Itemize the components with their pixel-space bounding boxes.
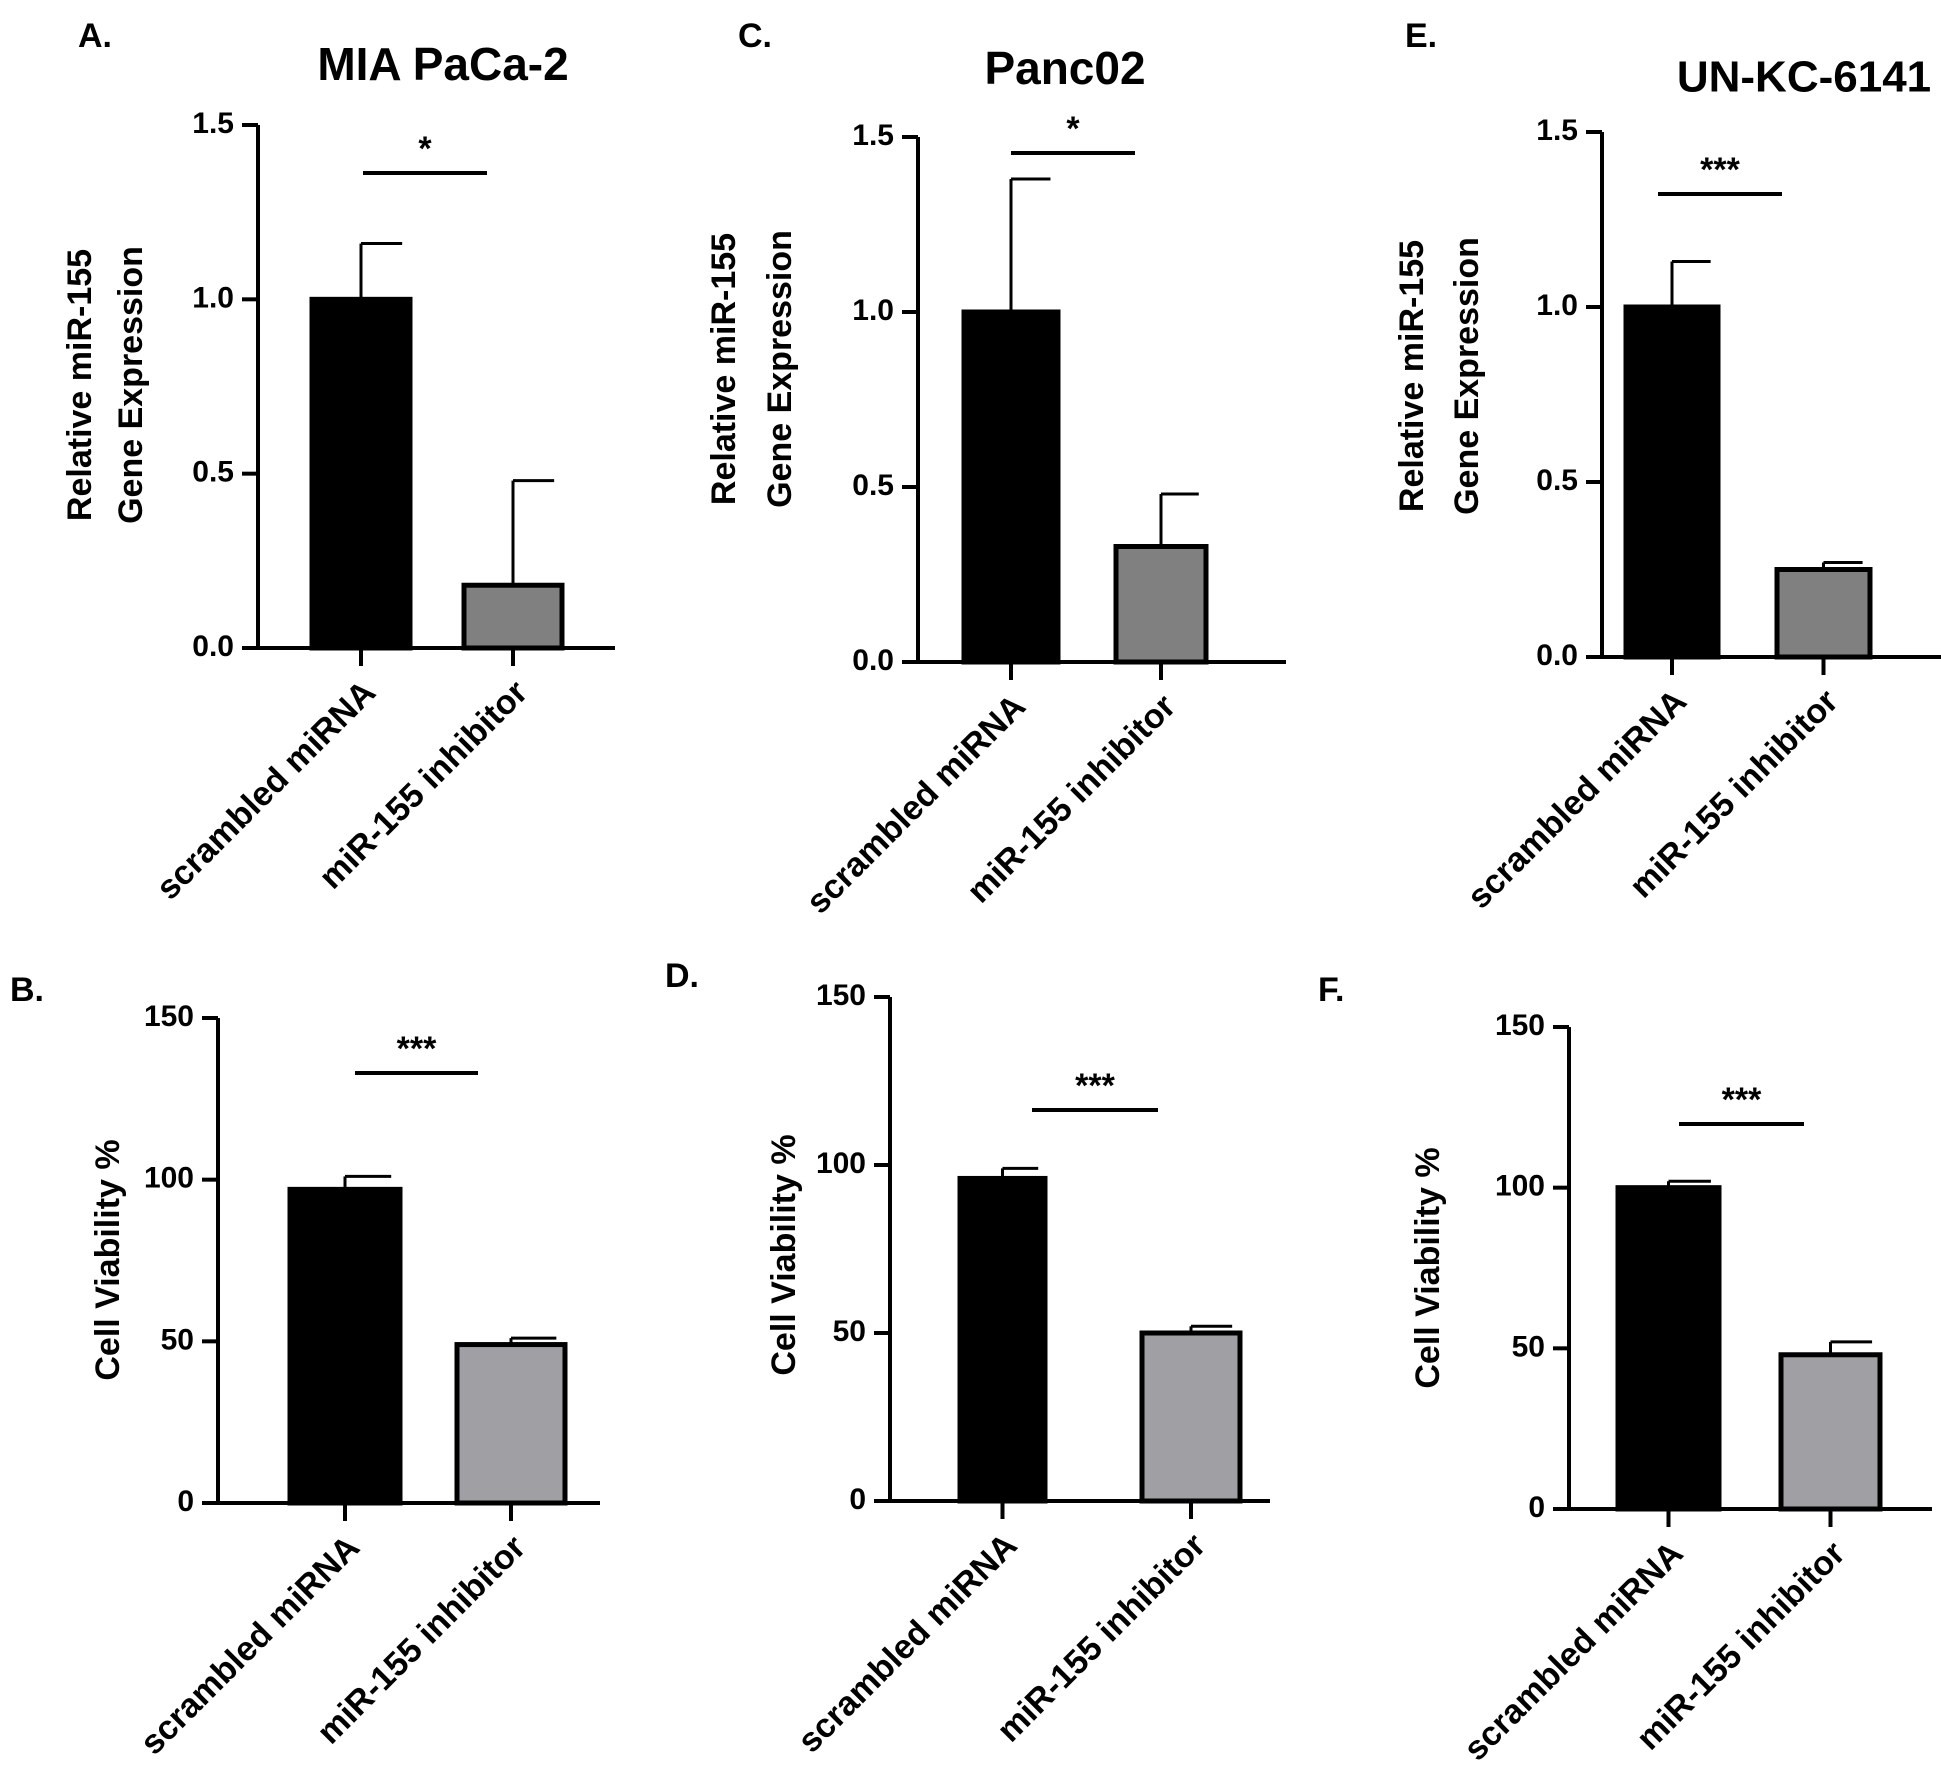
y-tick-label: 0.5 bbox=[192, 456, 234, 489]
y-tick-label: 150 bbox=[816, 979, 866, 1012]
y-tick-label: 0.0 bbox=[1536, 639, 1578, 672]
y-tick-label: 50 bbox=[161, 1323, 194, 1356]
bar-mir-155-inhibitor bbox=[461, 582, 565, 651]
y-tick-label: 150 bbox=[144, 1000, 194, 1033]
y-tick-label: 0 bbox=[849, 1483, 866, 1516]
y-tick-label: 0.0 bbox=[192, 630, 234, 663]
y-tick-label: 1.0 bbox=[1536, 289, 1578, 322]
bar-mir-155-inhibitor bbox=[1139, 1330, 1243, 1504]
panel-letter: C. bbox=[738, 17, 772, 55]
y-tick-label: 100 bbox=[1495, 1170, 1545, 1203]
bar-scrambled-mirna bbox=[957, 1175, 1048, 1504]
bar-mir-155-inhibitor bbox=[1113, 544, 1209, 665]
y-axis-title: Cell Viability % bbox=[89, 1139, 127, 1380]
panel-letter: E. bbox=[1405, 17, 1437, 55]
y-tick-label: 100 bbox=[144, 1162, 194, 1195]
significance-label: *** bbox=[1700, 151, 1740, 189]
chart-title: UN-KC-6141 bbox=[1677, 53, 1931, 102]
significance-label: *** bbox=[1722, 1081, 1762, 1119]
y-tick-label: 0.0 bbox=[852, 644, 894, 677]
chart-title: MIA PaCa-2 bbox=[317, 38, 568, 90]
y-tick-label: 0 bbox=[177, 1485, 194, 1518]
y-tick-label: 0.5 bbox=[1536, 464, 1578, 497]
panel-letter: F. bbox=[1318, 971, 1344, 1009]
bar-scrambled-mirna bbox=[309, 296, 413, 651]
panel-letter: A. bbox=[78, 17, 112, 55]
y-axis-title: Gene Expression bbox=[761, 230, 799, 508]
panel-letter: B. bbox=[10, 971, 44, 1009]
significance-label: * bbox=[418, 130, 432, 168]
y-tick-label: 0.5 bbox=[852, 469, 894, 502]
x-category-label: scrambled miRNA bbox=[791, 1526, 1025, 1760]
y-tick-label: 50 bbox=[1512, 1330, 1545, 1363]
y-tick-label: 150 bbox=[1495, 1009, 1545, 1042]
significance-label: * bbox=[1066, 110, 1080, 148]
bar-scrambled-mirna bbox=[1615, 1185, 1722, 1512]
bar-scrambled-mirna bbox=[961, 309, 1061, 665]
significance-label: *** bbox=[397, 1030, 437, 1068]
y-axis-title: Gene Expression bbox=[112, 246, 150, 524]
y-tick-label: 1.5 bbox=[852, 119, 894, 152]
y-axis-title: Relative miR-155 bbox=[1393, 240, 1431, 512]
x-category-label: miR-155 inhibitor bbox=[990, 1526, 1213, 1749]
y-tick-label: 0 bbox=[1528, 1491, 1545, 1524]
chart-title: Panc02 bbox=[984, 42, 1145, 94]
y-tick-label: 1.5 bbox=[192, 107, 234, 140]
bar-mir-155-inhibitor bbox=[1774, 567, 1873, 660]
y-tick-label: 100 bbox=[816, 1147, 866, 1180]
bar-mir-155-inhibitor bbox=[1778, 1352, 1883, 1512]
panel-letter: D. bbox=[665, 957, 699, 995]
chart-panel-e: E. UN-KC-6141 0.0 0.5 1.0 1.5 Relative miR-155… bbox=[1393, 17, 1941, 916]
bar-scrambled-mirna bbox=[1623, 304, 1721, 660]
bar-scrambled-mirna bbox=[287, 1186, 403, 1506]
y-tick-label: 1.0 bbox=[192, 281, 234, 314]
y-tick-label: 50 bbox=[833, 1315, 866, 1348]
y-axis-title: Relative miR-155 bbox=[705, 233, 743, 505]
y-axis-title: Gene Expression bbox=[1448, 237, 1486, 515]
y-axis-title: Cell Viability % bbox=[1409, 1147, 1447, 1388]
y-tick-label: 1.5 bbox=[1536, 114, 1578, 147]
y-tick-label: 1.0 bbox=[852, 294, 894, 327]
chart-panel-c: C. Panc02 0.0 0.5 1.0 1.5 Relative miR-155 Gene… bbox=[705, 17, 1286, 921]
significance-label: *** bbox=[1075, 1067, 1115, 1105]
chart-panel-d: D. 0 50 100 150 Cell Viability % scrambled miR… bbox=[665, 957, 1270, 1760]
chart-panel-a: A. MIA PaCa-2 0.0 0.5 1.0 1.5 Relative miR-155… bbox=[61, 17, 615, 907]
bar-mir-155-inhibitor bbox=[454, 1342, 568, 1506]
y-axis-title: Relative miR-155 bbox=[61, 249, 99, 521]
y-axis-title: Cell Viability % bbox=[765, 1134, 803, 1375]
